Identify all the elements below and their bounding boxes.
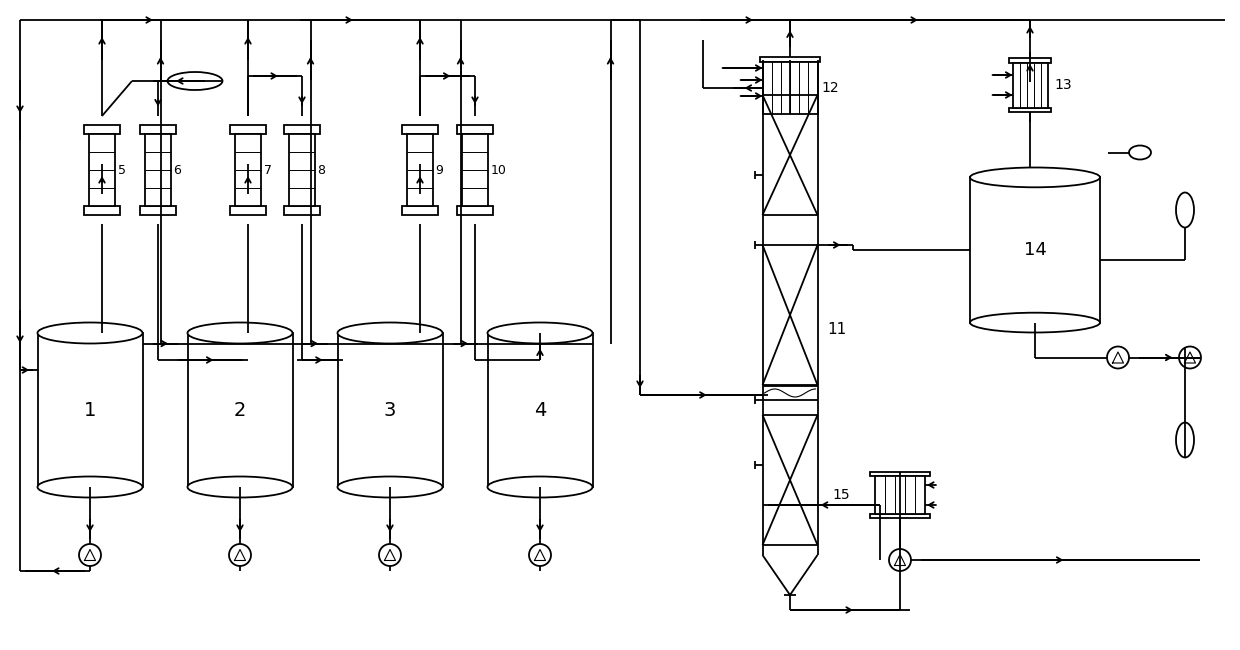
Text: 8: 8 (317, 164, 326, 177)
Bar (402, 206, 438, 215)
Bar (89, 134, 115, 206)
Ellipse shape (337, 322, 443, 343)
Ellipse shape (970, 168, 1100, 187)
Ellipse shape (487, 322, 593, 343)
Bar (229, 125, 267, 134)
Bar (875, 476, 925, 514)
Bar (456, 125, 494, 134)
Bar (140, 125, 176, 134)
Bar (229, 206, 267, 215)
Circle shape (1107, 346, 1128, 369)
Text: 11: 11 (827, 322, 847, 337)
Bar (289, 134, 315, 206)
Bar (870, 472, 930, 476)
Bar (284, 206, 320, 215)
Bar (236, 134, 260, 206)
Circle shape (79, 544, 100, 566)
Circle shape (529, 544, 551, 566)
Text: 3: 3 (384, 400, 397, 419)
Text: 15: 15 (832, 488, 849, 502)
Ellipse shape (37, 322, 143, 343)
Text: 9: 9 (435, 164, 444, 177)
Text: 2: 2 (234, 400, 247, 419)
Bar (763, 62, 817, 114)
Ellipse shape (1176, 192, 1194, 227)
Bar (970, 177, 1100, 322)
Bar (187, 333, 293, 487)
Ellipse shape (167, 72, 222, 90)
Bar (870, 514, 930, 518)
Text: 5: 5 (118, 164, 125, 177)
Ellipse shape (37, 476, 143, 497)
Text: 7: 7 (264, 164, 272, 177)
Bar (1009, 107, 1052, 112)
Text: 14: 14 (1023, 241, 1047, 259)
Bar (760, 57, 820, 62)
Ellipse shape (970, 313, 1100, 333)
Bar (37, 333, 143, 487)
Circle shape (229, 544, 250, 566)
Bar (456, 206, 494, 215)
Ellipse shape (1128, 146, 1151, 159)
Bar (284, 125, 320, 134)
Ellipse shape (487, 476, 593, 497)
Ellipse shape (187, 476, 293, 497)
Ellipse shape (337, 476, 443, 497)
Circle shape (889, 549, 911, 571)
Circle shape (1179, 346, 1202, 369)
Bar (487, 333, 593, 487)
Text: 12: 12 (821, 81, 839, 95)
Bar (407, 134, 433, 206)
Bar (140, 206, 176, 215)
Bar (84, 206, 120, 215)
Bar (337, 333, 443, 487)
Text: 6: 6 (174, 164, 181, 177)
Text: 4: 4 (533, 400, 546, 419)
Bar (84, 125, 120, 134)
Bar (1013, 62, 1048, 107)
Circle shape (379, 544, 401, 566)
Bar (402, 125, 438, 134)
Bar (145, 134, 171, 206)
Ellipse shape (187, 322, 293, 343)
Text: 13: 13 (1055, 78, 1073, 92)
Text: 10: 10 (491, 164, 506, 177)
Ellipse shape (1176, 422, 1194, 458)
Text: 1: 1 (84, 400, 97, 419)
Bar (463, 134, 489, 206)
Bar (1009, 58, 1052, 62)
